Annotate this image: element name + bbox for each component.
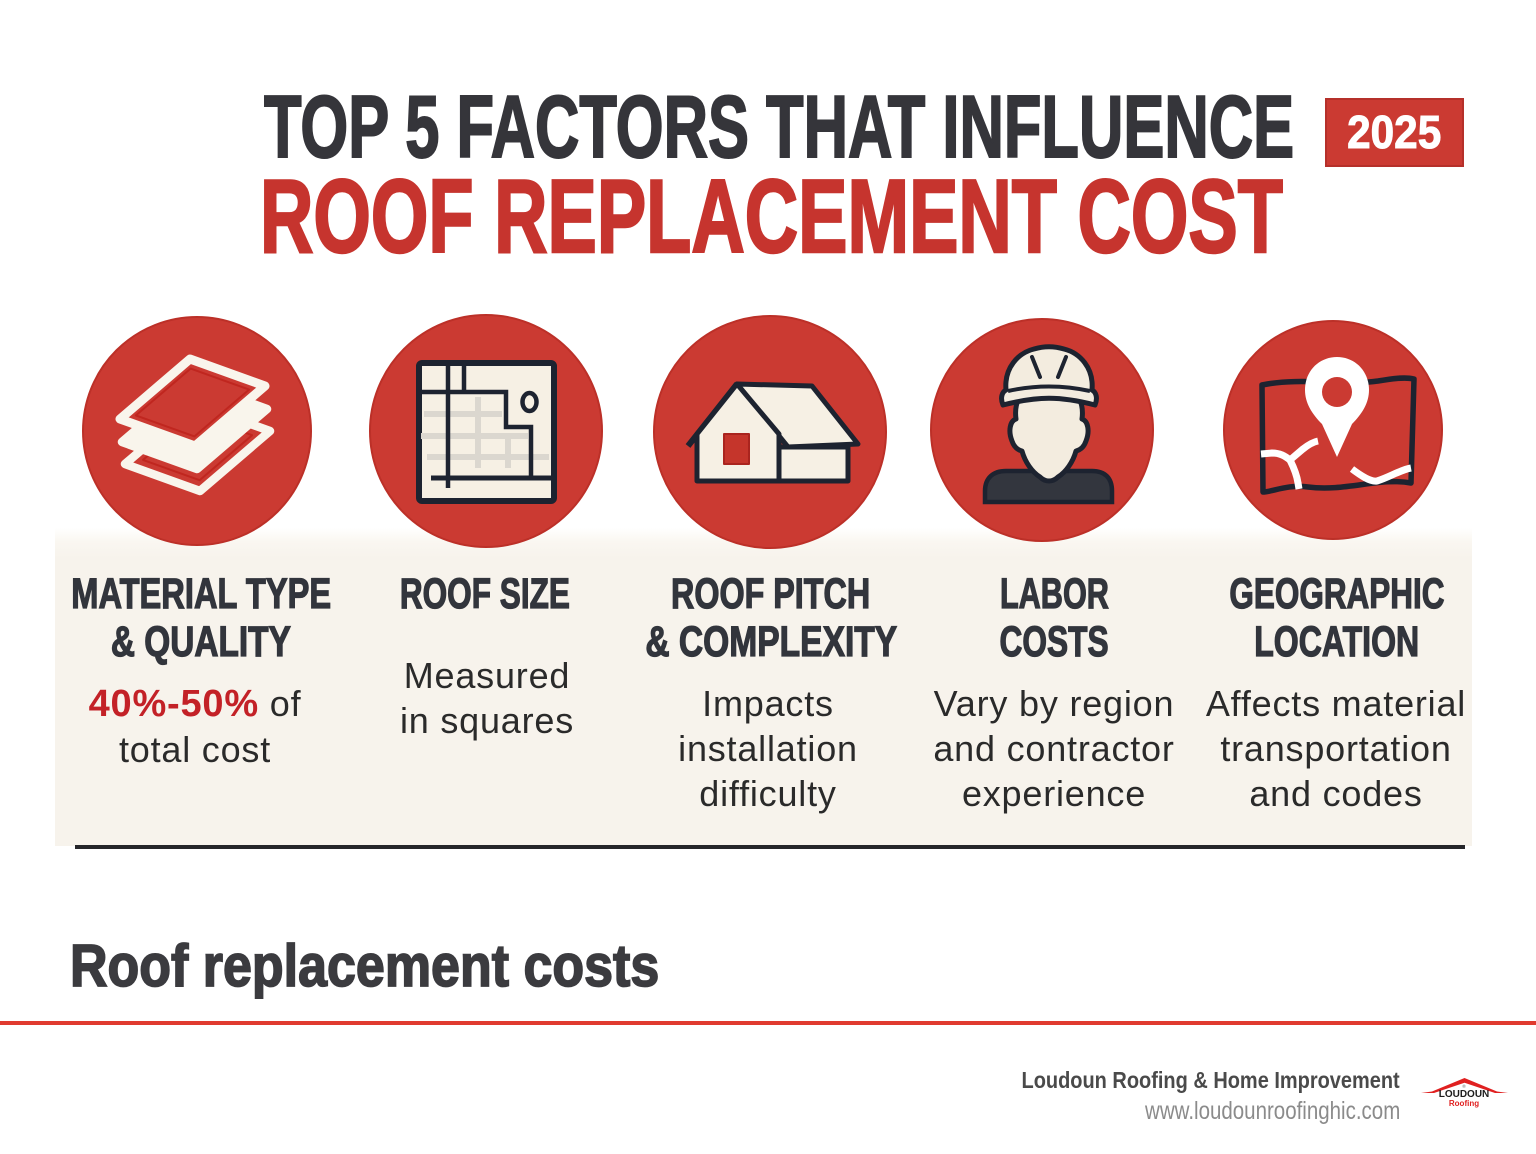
svg-text:®: ® (1462, 1083, 1466, 1089)
svg-text:Roofing: Roofing (1449, 1099, 1479, 1108)
svg-text:LOUDOUN: LOUDOUN (1439, 1089, 1490, 1100)
